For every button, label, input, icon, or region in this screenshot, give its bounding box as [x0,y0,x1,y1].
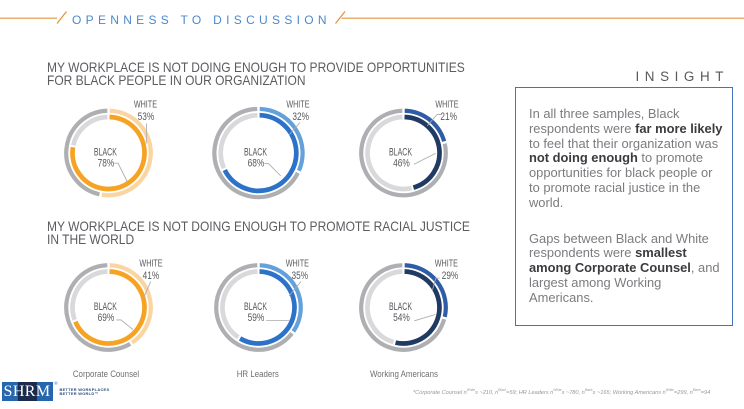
svg-text:21%: 21% [440,111,457,123]
svg-text:35%: 35% [292,270,309,282]
svg-text:WHITE: WHITE [435,98,458,109]
svg-text:BLACK: BLACK [389,146,413,158]
svg-text:54%: 54% [393,312,410,324]
svg-text:41%: 41% [143,270,160,282]
svg-text:BLACK: BLACK [389,300,413,312]
svg-text:78%: 78% [98,157,115,169]
svg-text:59%: 59% [248,312,265,324]
svg-text:53%: 53% [138,111,155,123]
svg-text:BLACK: BLACK [244,146,268,158]
svg-text:BLACK: BLACK [94,146,118,158]
svg-text:WHITE: WHITE [134,98,157,109]
svg-text:46%: 46% [393,157,410,169]
svg-text:BLACK: BLACK [244,300,268,312]
svg-text:WHITE: WHITE [435,257,458,268]
svg-text:WHITE: WHITE [286,257,309,268]
svg-text:WHITE: WHITE [139,257,162,268]
svg-text:29%: 29% [442,270,459,282]
svg-text:BLACK: BLACK [94,300,118,312]
svg-text:69%: 69% [98,312,115,324]
svg-text:32%: 32% [292,111,309,123]
svg-text:WHITE: WHITE [286,98,309,109]
svg-text:68%: 68% [248,157,265,169]
